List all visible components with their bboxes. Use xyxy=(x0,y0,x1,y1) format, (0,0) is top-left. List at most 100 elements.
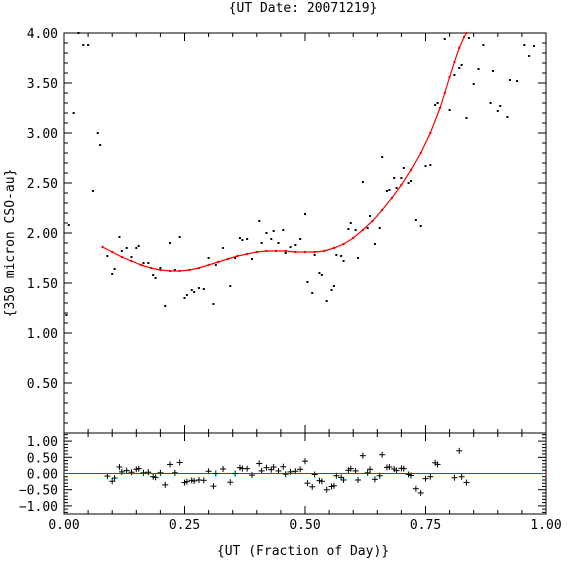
residual-point xyxy=(318,478,325,485)
data-point xyxy=(185,294,188,296)
residual-point xyxy=(162,481,169,488)
data-point xyxy=(183,297,186,299)
fit-marker xyxy=(323,249,326,253)
residual-point xyxy=(210,483,217,490)
data-point xyxy=(434,104,437,106)
residual-point xyxy=(302,458,308,465)
residual-point xyxy=(304,480,311,487)
data-point xyxy=(152,274,155,276)
residual-point xyxy=(256,460,263,467)
fit-marker xyxy=(380,208,384,212)
fit-marker xyxy=(130,259,133,263)
fit-marker xyxy=(101,245,104,249)
fit-marker xyxy=(453,60,456,64)
data-point xyxy=(299,238,302,240)
data-point xyxy=(532,45,535,47)
data-point xyxy=(289,246,292,248)
data-point xyxy=(523,44,526,46)
residual-point xyxy=(104,473,111,480)
data-point xyxy=(82,44,85,46)
y-tick-label: 0.00 xyxy=(27,468,58,483)
fit-marker xyxy=(429,131,432,135)
data-point xyxy=(207,257,210,259)
residual-point xyxy=(309,483,316,490)
data-point xyxy=(130,256,133,258)
data-point xyxy=(332,285,335,287)
residual-point xyxy=(367,466,374,473)
residual-point xyxy=(330,482,337,489)
y-tick-label: 1.00 xyxy=(27,435,58,450)
fit-marker xyxy=(400,183,403,187)
data-point xyxy=(429,164,432,166)
data-point xyxy=(241,239,244,241)
data-point xyxy=(142,262,145,264)
fit-marker xyxy=(438,106,442,110)
fit-marker xyxy=(226,257,230,261)
data-point xyxy=(311,292,314,294)
residual-point xyxy=(287,468,294,475)
data-point xyxy=(347,228,350,230)
data-point xyxy=(212,303,215,305)
data-point xyxy=(190,289,193,291)
residual-point xyxy=(191,477,198,484)
residual-point xyxy=(427,473,434,480)
fit-marker xyxy=(462,35,466,39)
residual-point xyxy=(458,473,465,480)
data-point xyxy=(320,274,323,276)
residual-point xyxy=(205,468,212,475)
data-point xyxy=(164,305,167,307)
residual-point xyxy=(111,475,118,482)
residual-point xyxy=(275,467,282,474)
data-point xyxy=(313,254,316,256)
data-point xyxy=(385,190,388,192)
residual-point xyxy=(408,472,415,479)
data-point xyxy=(410,180,413,182)
fit-marker xyxy=(168,269,172,273)
data-point xyxy=(154,277,157,279)
data-point xyxy=(265,232,268,234)
data-point xyxy=(506,116,509,118)
data-point xyxy=(250,258,253,260)
data-point xyxy=(159,267,162,269)
y-tick-label: −1.00 xyxy=(19,500,58,515)
residual-point xyxy=(355,476,362,483)
residual-point xyxy=(379,451,386,458)
fit-marker xyxy=(332,246,336,250)
residual-point xyxy=(140,469,147,476)
residual-point xyxy=(463,479,470,486)
data-point xyxy=(120,250,123,252)
data-point xyxy=(388,189,391,191)
data-point xyxy=(477,68,480,70)
data-point xyxy=(173,269,176,271)
chart-title: {UT Date: 20071219} xyxy=(229,1,378,16)
residual-point xyxy=(352,467,359,474)
fit-marker xyxy=(197,266,201,270)
fit-marker xyxy=(159,268,162,272)
residual-point xyxy=(248,472,255,479)
residual-point xyxy=(282,471,289,478)
data-point xyxy=(258,220,261,222)
data-point xyxy=(197,287,200,289)
residual-point xyxy=(311,471,318,478)
data-point xyxy=(496,110,499,112)
residual-point xyxy=(157,469,164,476)
data-point xyxy=(499,105,502,107)
fit-line xyxy=(102,32,468,272)
residual-point xyxy=(128,469,135,476)
data-point xyxy=(395,187,398,189)
fit-marker xyxy=(361,228,365,232)
fit-marker xyxy=(352,236,355,240)
data-point xyxy=(304,213,306,215)
fit-marker xyxy=(120,255,124,259)
data-point xyxy=(465,117,468,119)
data-point xyxy=(147,262,150,264)
residual-point xyxy=(183,478,190,485)
data-point xyxy=(508,79,511,81)
data-point xyxy=(169,242,172,244)
data-point xyxy=(294,244,297,246)
data-point xyxy=(222,247,225,249)
residual-point xyxy=(232,470,239,477)
fit-marker xyxy=(217,260,220,264)
x-tick-label: 0.25 xyxy=(169,518,200,533)
data-point xyxy=(354,229,357,231)
